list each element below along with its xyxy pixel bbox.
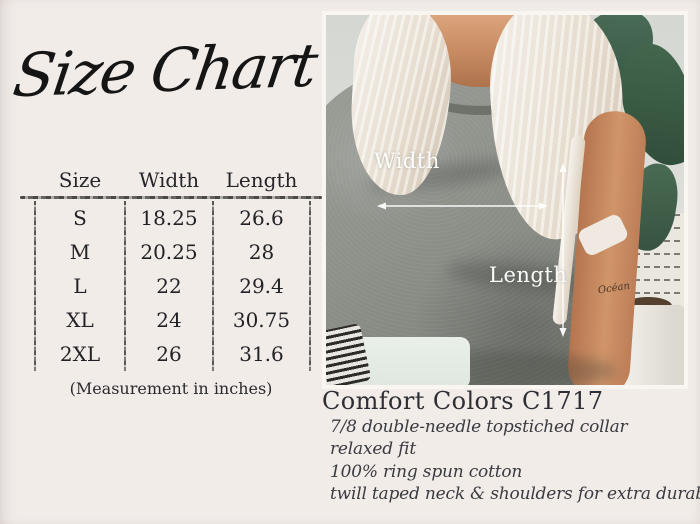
table-vertical-rule xyxy=(309,201,311,371)
table-cell-width: 24 xyxy=(156,308,182,332)
product-feature: 100% ring spun cotton xyxy=(330,461,523,482)
measurement-note: (Measurement in inches) xyxy=(69,379,273,398)
table-cell-size: M xyxy=(69,240,91,264)
width-arrow xyxy=(377,202,548,210)
column-header-length: Length xyxy=(225,168,298,192)
page-title: Size Chart xyxy=(8,30,321,112)
table-cell-size: 2XL xyxy=(59,342,101,366)
size-table-body: S 18.25 26.6 M 20.25 28 L 22 29.4 XL 24 … xyxy=(35,201,310,371)
size-table-header: Size Width Length xyxy=(35,166,310,194)
product-feature: twill taped neck & shoulders for extra d… xyxy=(330,484,700,505)
table-cell-size: S xyxy=(73,206,87,230)
length-arrow xyxy=(559,163,567,337)
table-cell-width: 22 xyxy=(156,274,182,298)
column-header-width: Width xyxy=(138,168,200,192)
table-cell-width: 20.25 xyxy=(140,240,198,264)
table-top-rule xyxy=(20,196,322,199)
table-vertical-rule xyxy=(34,201,36,371)
product-feature-list: 7/8 double-needle topstiched collar rela… xyxy=(330,416,700,506)
table-vertical-rule xyxy=(124,201,126,371)
product-name: Comfort Colors C1717 xyxy=(322,387,604,415)
table-cell-length: 29.4 xyxy=(239,274,284,298)
product-photo: Océan Width Length xyxy=(322,11,688,389)
width-annotation-label: Width xyxy=(374,149,440,173)
table-cell-size: XL xyxy=(66,308,94,332)
table-cell-length: 28 xyxy=(248,240,275,264)
table-cell-length: 30.75 xyxy=(232,308,291,332)
length-annotation-label: Length xyxy=(489,263,568,287)
table-cell-width: 18.25 xyxy=(140,206,198,230)
product-feature: relaxed fit xyxy=(330,439,417,460)
table-cell-length: 31.6 xyxy=(239,342,284,366)
product-feature: 7/8 double-needle topstiched collar xyxy=(330,417,628,437)
plant-pot xyxy=(624,305,684,385)
column-header-size: Size xyxy=(58,168,102,192)
table-vertical-rule xyxy=(212,201,214,371)
table-cell-length: 26.6 xyxy=(239,206,284,230)
measurement-arrows xyxy=(377,163,567,337)
table-cell-size: L xyxy=(73,274,87,298)
table-cell-width: 26 xyxy=(156,342,182,366)
